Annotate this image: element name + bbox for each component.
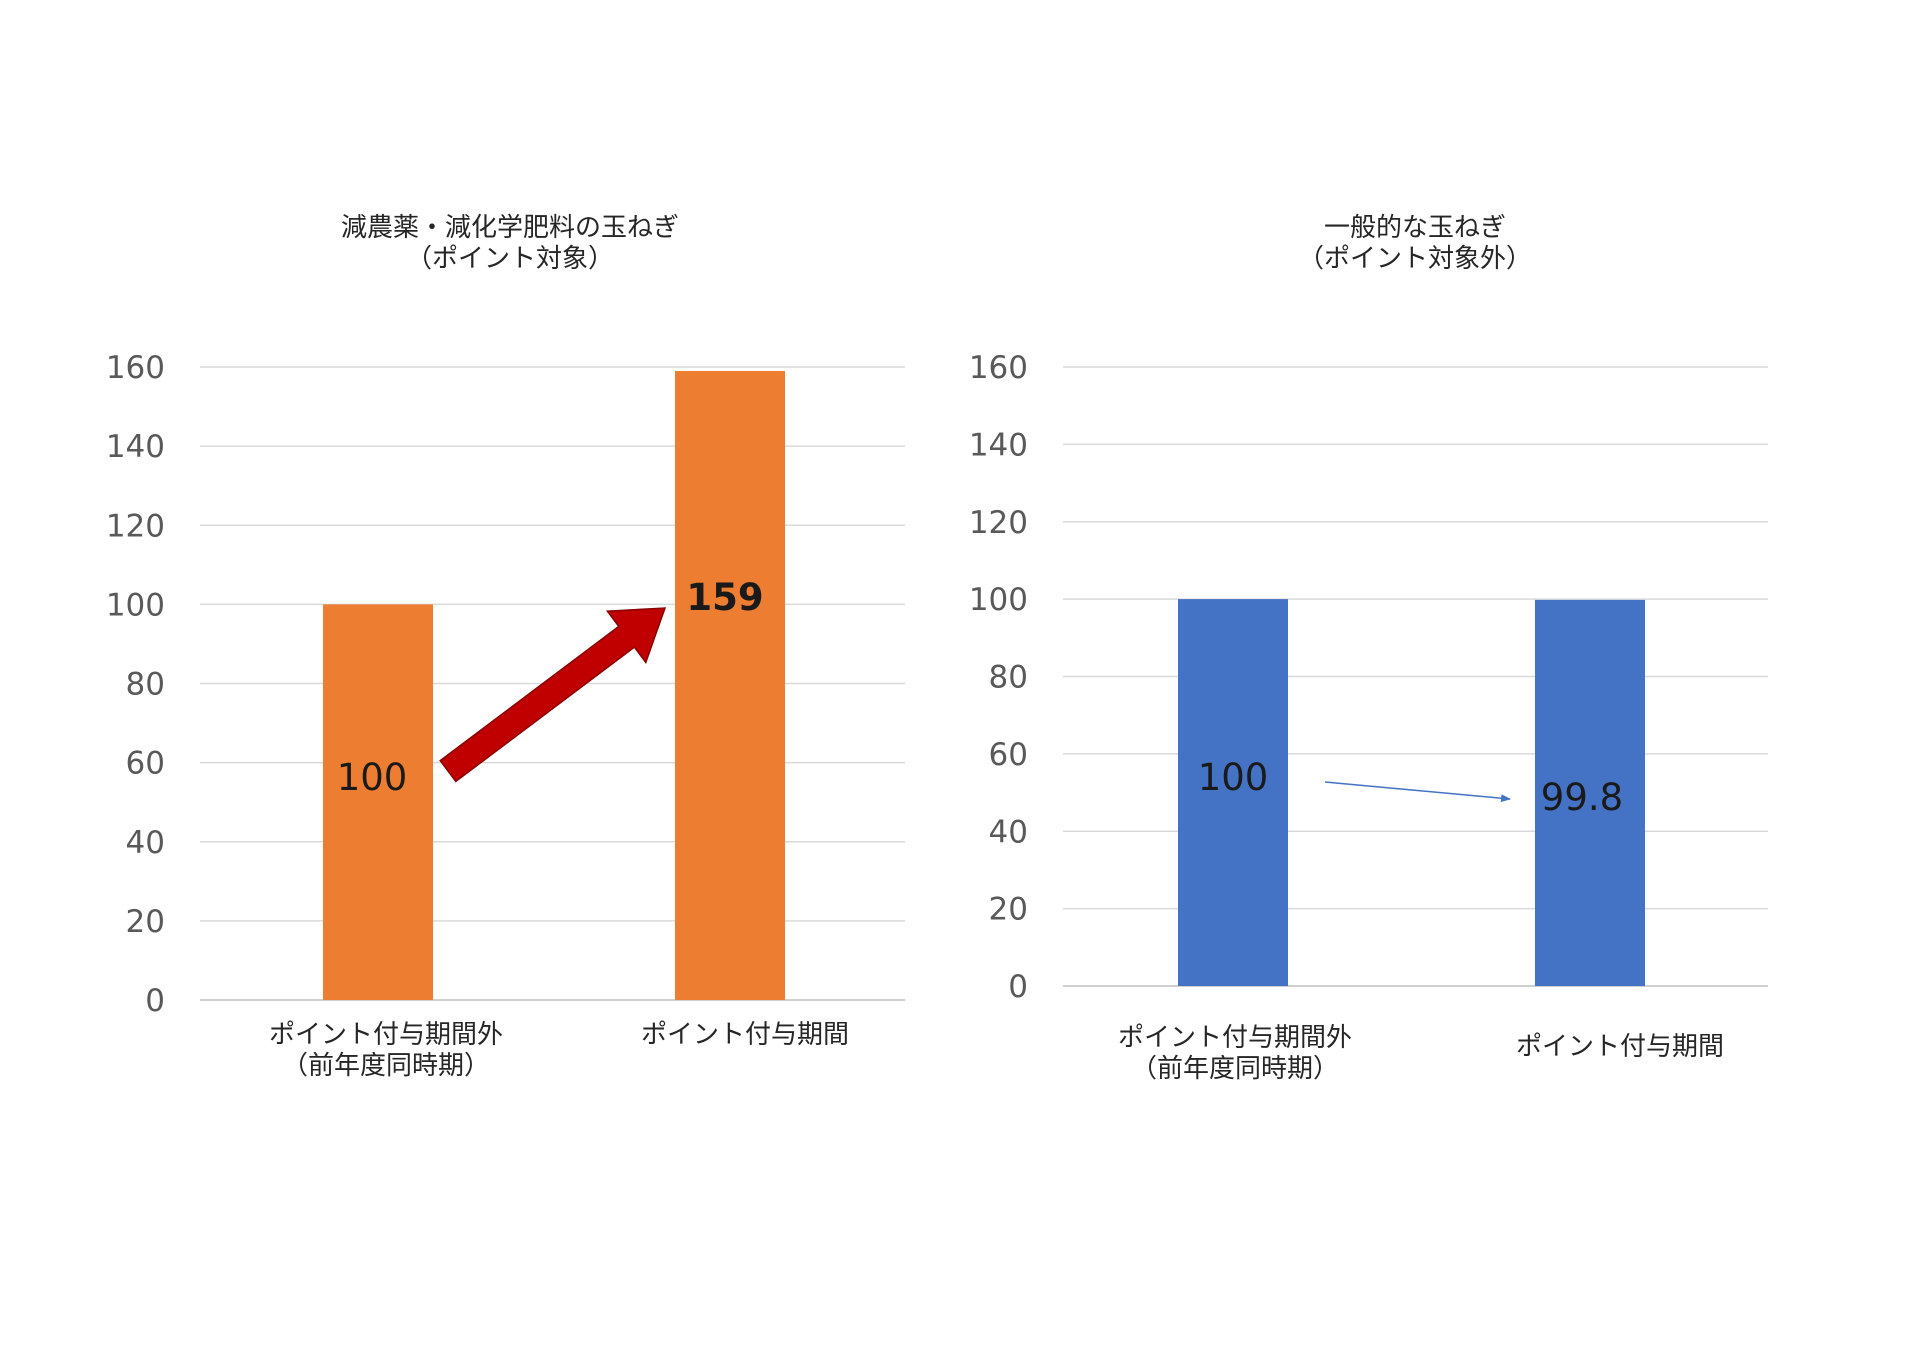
chart-2: 一般的な玉ねぎ（ポイント対象外） 0 20 40 60 80 100 120 140 160 100… <box>969 213 1768 1084</box>
y-tick-label: 0 <box>1008 969 1028 1005</box>
x-category-label-line: ポイント付与期間 <box>641 1020 849 1050</box>
y-tick-label: 140 <box>106 429 165 465</box>
chart-title-line: 一般的な玉ねぎ <box>1324 213 1506 243</box>
trend-arrow <box>1324 781 1511 803</box>
y-tick-label: 100 <box>106 587 165 623</box>
y-tick-label: 0 <box>145 983 165 1019</box>
y-tick-label: 40 <box>989 814 1028 850</box>
y-tick-label: 20 <box>989 892 1028 928</box>
trend-arrow <box>439 607 667 783</box>
x-category-label: ポイント付与期間 <box>641 1020 849 1050</box>
data-label: 100 <box>1198 756 1269 799</box>
x-category-label-line: ポイント付与期間 <box>1516 1032 1724 1062</box>
y-tick-label: 160 <box>106 350 165 386</box>
x-category-label-line: （前年度同時期） <box>282 1051 490 1081</box>
y-tick-label: 120 <box>969 505 1028 541</box>
y-tick-label: 100 <box>969 582 1028 618</box>
chart-title: 一般的な玉ねぎ（ポイント対象外） <box>1298 213 1532 274</box>
data-label: 99.8 <box>1541 776 1623 819</box>
bar <box>323 604 433 1000</box>
bar <box>1535 599 1645 986</box>
chart-1: 減農薬・減化学肥料の玉ねぎ（ポイント対象） 0 20 40 60 80 100 120 140 1… <box>106 213 905 1081</box>
y-tick-label: 60 <box>989 737 1028 773</box>
y-tick-label: 40 <box>126 825 165 861</box>
y-tick-label: 140 <box>969 427 1028 463</box>
data-label: 159 <box>686 576 763 619</box>
y-tick-label: 80 <box>126 667 165 703</box>
x-category-label: ポイント付与期間外（前年度同時期） <box>269 1020 503 1081</box>
x-category-label-line: ポイント付与期間外 <box>1118 1023 1352 1053</box>
chart-title-line: （ポイント対象外） <box>1298 244 1532 274</box>
charts-root: 減農薬・減化学肥料の玉ねぎ（ポイント対象） 0 20 40 60 80 100 120 140 1… <box>106 213 1768 1084</box>
bar <box>675 370 785 1000</box>
y-tick-label: 160 <box>969 350 1028 386</box>
y-tick-label: 120 <box>106 508 165 544</box>
chart-title: 減農薬・減化学肥料の玉ねぎ（ポイント対象） <box>341 213 679 274</box>
y-tick-label: 20 <box>126 904 165 940</box>
bar <box>1178 599 1288 986</box>
x-category-label-line: （前年度同時期） <box>1131 1054 1339 1084</box>
x-category-label: ポイント付与期間外（前年度同時期） <box>1118 1023 1352 1084</box>
y-tick-label: 80 <box>989 660 1028 696</box>
chart-title-line: 減農薬・減化学肥料の玉ねぎ <box>341 213 679 243</box>
x-category-label: ポイント付与期間 <box>1516 1032 1724 1062</box>
y-tick-label: 60 <box>126 746 165 782</box>
chart-title-line: （ポイント対象） <box>406 244 614 274</box>
data-label: 100 <box>337 756 408 799</box>
x-category-label-line: ポイント付与期間外 <box>269 1020 503 1050</box>
